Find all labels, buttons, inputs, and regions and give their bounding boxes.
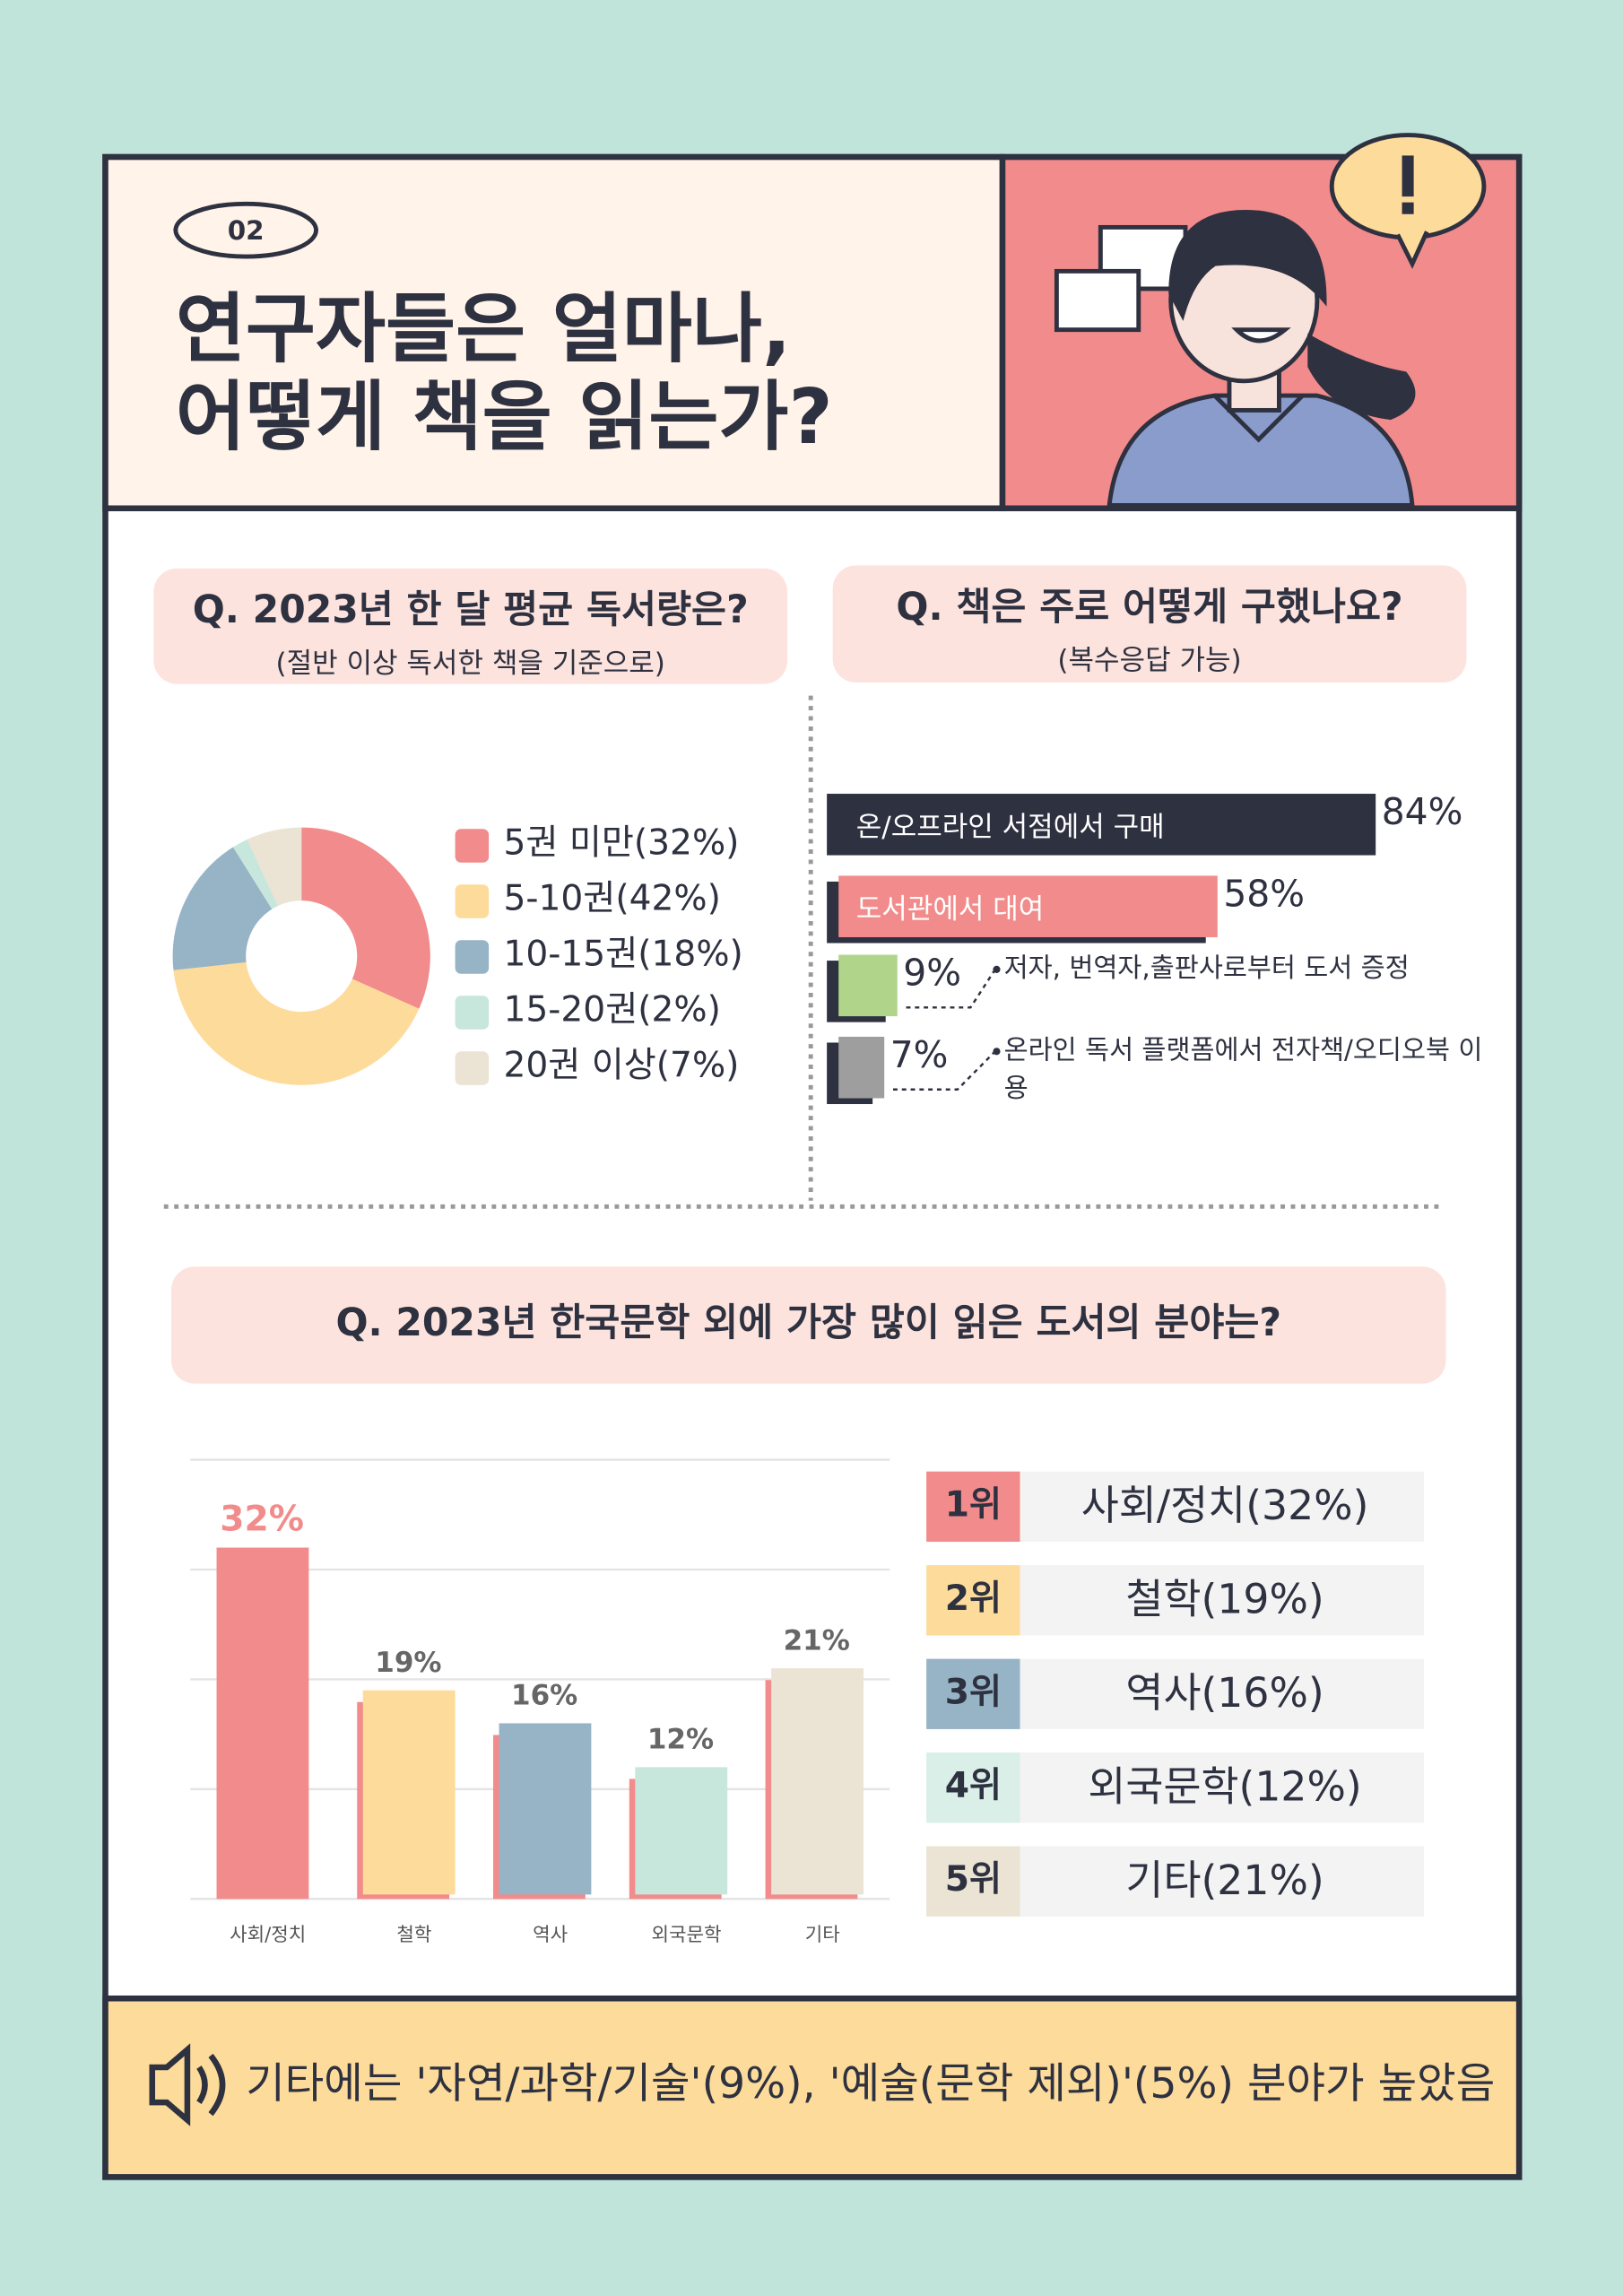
bar [635, 1767, 728, 1895]
badge [173, 201, 318, 259]
donut-slice [301, 827, 430, 1009]
rank: 2위 [945, 1578, 1002, 1619]
rank: 4위 [945, 1766, 1002, 1806]
legend-swatch [455, 884, 490, 918]
rank-box [926, 1658, 1020, 1729]
legend-label: 20권 이상(7%) [503, 1046, 739, 1086]
illustration [1054, 133, 1487, 508]
rank-box [926, 1846, 1020, 1917]
footer-note: 기타에는 '자연/과학/기술'(9%), '예술(문학 제외)'(5%) 분야가… [246, 2059, 1495, 2109]
rank-box [926, 1565, 1020, 1636]
value-label: 19% [375, 1647, 441, 1679]
bar [216, 1547, 309, 1900]
bar-label: 온/오프라인 서점에서 구매 [856, 812, 1165, 844]
bar [838, 1036, 885, 1099]
rank-label: 역사(16%) [1125, 1669, 1324, 1717]
donut-slice [247, 827, 302, 906]
value-label: 21% [784, 1624, 850, 1657]
question: Q. 2023년 한국문학 외에 가장 많이 읽은 도서의 분야는? [335, 1301, 1281, 1345]
rank-label-box [1020, 1846, 1425, 1917]
bar-label: 온라인 독서 플랫폼에서 전자책/오디오북 이용 [1003, 1035, 1483, 1105]
bar-label-box: 저자, 번역자,출판사로부터 도서 증정 [1003, 952, 1410, 985]
question-box [153, 568, 788, 684]
rank-label: 기타(21%) [1125, 1857, 1324, 1904]
header-box [102, 153, 1006, 512]
bar-label: 저자, 번역자,출판사로부터 도서 증정 [1003, 952, 1410, 985]
legend-swatch [455, 996, 490, 1030]
bar-label: 도서관에서 대여 [856, 893, 1045, 926]
bar [771, 1668, 864, 1895]
rank-label-box [1020, 1471, 1425, 1543]
bar [838, 875, 1218, 937]
donut-slice [172, 847, 273, 970]
legend-label: 5-10권(42%) [503, 879, 720, 919]
title: 연구자들은 얼마나, [176, 285, 791, 374]
value-label: 58% [1223, 872, 1305, 915]
donut-slice [173, 961, 420, 1085]
value-label: 32% [220, 1500, 304, 1540]
donut-slice [232, 839, 279, 909]
legend-swatch [455, 829, 490, 863]
connector [906, 969, 996, 1009]
rank-label: 외국문학(12%) [1088, 1762, 1361, 1810]
bar [499, 1723, 592, 1895]
value-label: 12% [647, 1724, 714, 1756]
rank-label-box [1020, 1752, 1425, 1823]
speaker-icon [149, 2043, 226, 2126]
x-tick-label: 철학 [396, 1924, 431, 1946]
rank-label: 사회/정치(32%) [1081, 1482, 1369, 1529]
legend-swatch [455, 1051, 490, 1085]
legend-label: 15-20권(2%) [503, 990, 720, 1031]
bar [838, 954, 898, 1017]
bar-label-box: 온라인 독서 플랫폼에서 전자책/오디오북 이용 [1003, 1035, 1483, 1105]
legend-swatch [455, 940, 490, 974]
value-label: 84% [1382, 790, 1463, 833]
x-tick-label: 역사 [533, 1924, 568, 1946]
question-box [170, 1266, 1446, 1384]
bar [362, 1690, 456, 1895]
question: Q. 책은 주로 어떻게 구했나요? [896, 586, 1402, 630]
legend-label: 10-15권(18%) [503, 935, 742, 975]
bar [827, 794, 1376, 856]
rank-label: 철학(19%) [1125, 1575, 1324, 1622]
x-tick-label: 사회/정치 [230, 1924, 306, 1946]
connector-dot [993, 965, 1001, 973]
rank-box [926, 1471, 1020, 1543]
connector-dot [993, 1048, 1001, 1056]
legend-label: 5권 미만(32%) [503, 823, 739, 864]
rank-box [926, 1752, 1020, 1823]
rank: 5위 [945, 1859, 1002, 1900]
question: Q. 2023년 한 달 평균 독서량은? [193, 588, 749, 632]
value-label: 9% [903, 951, 961, 994]
question-note: (복수응답 가능) [1057, 645, 1241, 677]
connector [892, 1050, 996, 1091]
rank-label-box [1020, 1658, 1425, 1729]
rank-label-box [1020, 1565, 1425, 1636]
value-label: 7% [890, 1033, 949, 1076]
footer-box [102, 1995, 1523, 2180]
x-tick-label: 외국문학 [651, 1924, 721, 1946]
badge-text: 02 [228, 215, 265, 246]
question-box [832, 565, 1467, 683]
title: 어떻게 책을 읽는가? [176, 373, 833, 462]
value-label: 16% [511, 1680, 577, 1712]
rank: 3위 [945, 1672, 1002, 1712]
question-note: (절반 이상 독서한 책을 기준으로) [276, 648, 665, 680]
x-tick-label: 기타 [805, 1924, 840, 1946]
rank: 1위 [945, 1484, 1002, 1525]
